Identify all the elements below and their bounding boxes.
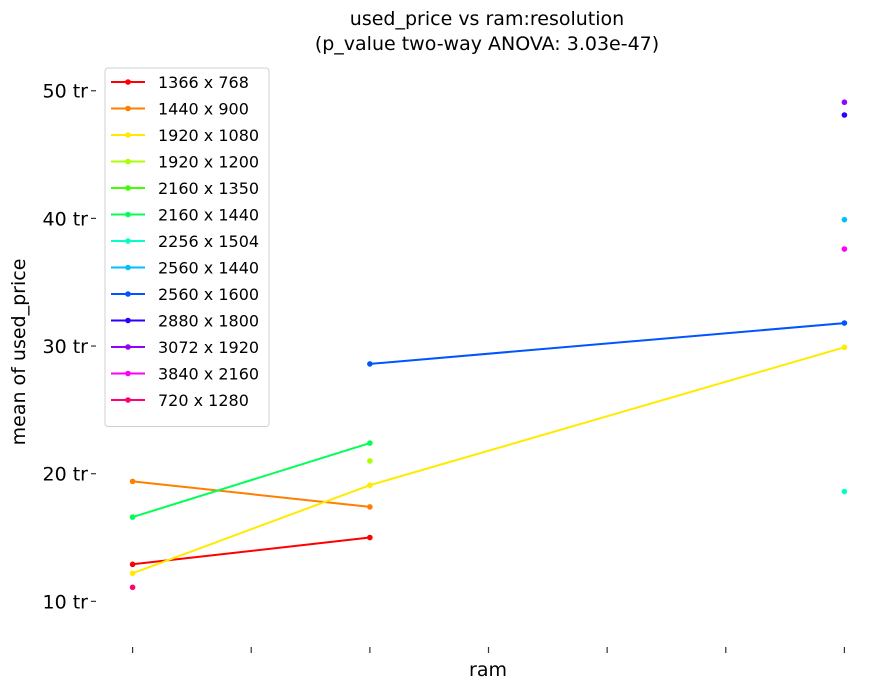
y-tick-label: 40 tr [43,208,89,230]
legend: 1366 x 768 1440 x 900 1920 x 1080 1920 x 12… [104,67,270,427]
series-line [369,322,845,365]
legend-swatch-marker [125,211,131,218]
legend-swatch-marker [125,105,131,112]
data-point [367,361,373,367]
legend-swatch-marker [125,344,131,350]
series [841,216,848,223]
x-axis-label: ram [469,659,507,681]
legend-swatch-marker [125,158,131,165]
plot-area [129,99,848,591]
series [841,246,848,252]
legend-item: 3072 x 1920 [111,338,259,357]
y-axis: 10 tr 20 tr 30 tr 40 tr 50 tr [43,81,96,613]
data-point [129,478,136,485]
data-point [367,504,373,510]
series [129,478,373,510]
chart-title-line-1: used_price vs ram:resolution [350,8,624,30]
legend-swatch-marker [125,238,131,244]
legend-label: 2160 x 1350 [158,179,259,198]
legend-swatch-marker [125,264,131,271]
data-point [841,320,848,326]
series [841,112,848,118]
legend-item: 1440 x 900 [111,100,249,119]
series [129,440,373,520]
legend-swatch-marker [125,370,131,377]
data-point [129,570,136,577]
series [129,584,136,591]
legend-item: 2160 x 1440 [111,206,259,225]
data-point [129,514,136,520]
series [129,344,848,577]
legend-swatch-marker [125,185,131,191]
legend-label: 1920 x 1080 [158,126,259,145]
legend-item: 2560 x 1600 [111,285,259,304]
legend-item: 1366 x 768 [111,73,249,92]
legend-swatch-marker [125,79,131,85]
data-point [841,216,848,223]
legend-item: 1920 x 1080 [111,126,259,145]
data-point [367,440,373,446]
legend-item: 1920 x 1200 [111,153,259,172]
legend-label: 3072 x 1920 [158,338,259,357]
x-axis [131,647,846,653]
series-line [132,536,371,566]
data-point [129,561,136,568]
y-tick-label: 30 tr [43,336,89,358]
legend-item: 2880 x 1800 [111,312,259,331]
legend-label: 2560 x 1440 [158,259,259,278]
legend-label: 2256 x 1504 [158,232,259,251]
legend-item: 720 x 1280 [111,391,249,410]
legend-item: 2560 x 1440 [111,259,259,278]
series-line [132,480,371,508]
chart-title-line-2: (p_value two-way ANOVA: 3.03e-47) [315,33,659,55]
data-point [367,534,373,541]
legend-label: 1366 x 768 [158,73,249,92]
y-tick-label: 10 tr [43,591,89,613]
series-line [132,442,371,519]
data-point [841,112,848,118]
legend-label: 2560 x 1600 [158,285,259,304]
legend-label: 1920 x 1200 [158,153,259,172]
y-tick-label: 20 tr [43,464,89,486]
series [367,458,373,464]
legend-box [104,67,270,427]
data-point [841,99,848,106]
data-point [841,246,848,252]
legend-swatch-marker [125,132,131,138]
data-point [841,488,848,495]
data-point [367,458,373,464]
y-axis-label: mean of used_price [8,259,30,446]
series [841,99,848,106]
data-point [841,344,848,351]
legend-item: 2160 x 1350 [111,179,259,198]
data-point [367,482,373,488]
legend-item: 3840 x 2160 [111,365,259,384]
series [367,320,848,367]
legend-label: 2160 x 1440 [158,206,259,225]
series [129,534,373,568]
series [841,488,848,495]
legend-label: 1440 x 900 [158,100,249,119]
legend-swatch-marker [125,291,131,297]
legend-label: 2880 x 1800 [158,312,259,331]
legend-swatch-marker [125,397,131,403]
legend-label: 3840 x 2160 [158,365,259,384]
legend-item: 2256 x 1504 [111,232,259,251]
legend-swatch-marker [125,317,131,324]
legend-label: 720 x 1280 [158,391,249,410]
y-tick-label: 50 tr [43,81,89,103]
data-point [129,584,136,591]
